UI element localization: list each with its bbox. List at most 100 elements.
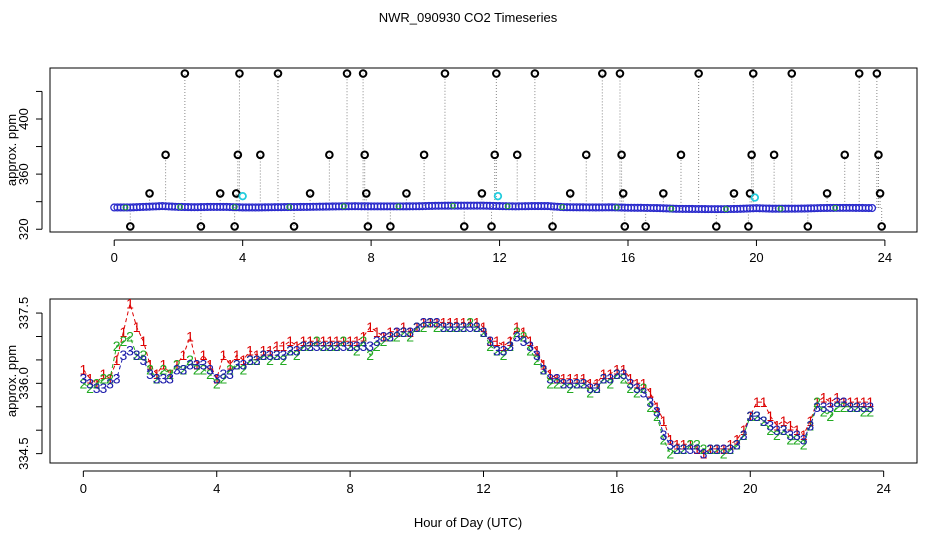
series-1-marker: 1: [346, 333, 354, 349]
series-3-marker: 3: [466, 319, 474, 335]
series-2-marker: 2: [366, 347, 374, 363]
spike-point: [342, 69, 352, 78]
series-1-marker: 1: [260, 343, 268, 359]
series-1-marker: 1: [440, 314, 448, 330]
series-3-marker: 3: [853, 399, 861, 415]
series-2-marker: 2: [199, 361, 207, 377]
series-3-marker: 3: [686, 441, 694, 457]
series-1-marker: 1: [186, 328, 194, 344]
series-2-marker: 2: [159, 361, 167, 377]
series-3-marker: 3: [713, 441, 721, 457]
series-2-marker: 2: [393, 328, 401, 344]
series-2-marker: 2: [106, 371, 114, 387]
series-1-marker: 1: [773, 418, 781, 434]
spike-point: [161, 150, 170, 160]
spike-point: [620, 222, 630, 231]
series-2-marker: 2: [526, 343, 534, 359]
series-3-marker: 3: [726, 441, 734, 457]
series-2-marker: 2: [866, 403, 874, 419]
series-3-marker: 3: [193, 357, 201, 373]
series-3-marker: 3: [486, 333, 494, 349]
x-tick-label: 24: [876, 481, 890, 496]
series-3-marker: 3: [553, 371, 561, 387]
series-3-marker: 3: [146, 366, 154, 382]
spike-point: [233, 150, 243, 160]
series-2-marker: 2: [79, 375, 87, 391]
series-3-marker: 3: [246, 352, 254, 368]
series-3-marker: 3: [693, 441, 701, 457]
x-tick-label: 12: [476, 481, 490, 496]
series-3-marker: 3: [159, 371, 167, 387]
series-1-marker: 1: [280, 338, 288, 354]
y-tick-label: 360: [16, 163, 31, 185]
series-1-marker: 1: [226, 357, 234, 373]
spike-point: [615, 69, 625, 78]
spike-point: [875, 189, 885, 198]
series-3-marker: 3: [320, 338, 328, 354]
series-3-marker: 3: [540, 361, 548, 377]
plot-frame: [49, 67, 918, 233]
series-1-marker: 1: [600, 366, 608, 382]
series-1-marker: 1: [560, 371, 568, 387]
series-3-marker: 3: [266, 347, 274, 363]
series-2-marker: 2: [626, 380, 634, 396]
series-1-marker: 1: [786, 418, 794, 434]
series-3-marker: 3: [433, 314, 441, 330]
series-1-marker: 1: [580, 371, 588, 387]
series-1-marker: 1: [653, 399, 661, 415]
series-1-marker: 1: [99, 366, 107, 382]
series-1-marker: 1: [113, 352, 121, 368]
series-1-marker: 1: [246, 343, 254, 359]
series-3-marker: 3: [293, 343, 301, 359]
spike-point: [235, 69, 244, 78]
series-3-marker: 3: [766, 418, 774, 434]
series-3-marker: 3: [420, 314, 428, 330]
series-1-marker: 1: [853, 394, 861, 410]
series-2-marker: 2: [193, 361, 201, 377]
series-3-marker: 3: [86, 375, 94, 391]
series-2-marker: 2: [446, 319, 454, 335]
series-1-marker: 1: [806, 413, 814, 429]
series-2-marker: 2: [840, 399, 848, 415]
series-3-marker: 3: [179, 361, 187, 377]
baseline-point-alt: [613, 204, 620, 211]
series-1-marker: 1: [453, 314, 461, 330]
series-3-marker: 3: [346, 338, 354, 354]
series-2-marker: 2: [640, 380, 648, 396]
series-3-marker: 3: [213, 371, 221, 387]
series-2-marker: 2: [860, 403, 868, 419]
series-1-marker: 1: [193, 357, 201, 373]
series-2-marker: 2: [826, 408, 834, 424]
spike-point: [402, 189, 411, 198]
series-3-marker: 3: [119, 347, 127, 363]
series-3-marker: 3: [313, 338, 321, 354]
series-3-marker: 3: [640, 385, 648, 401]
x-tick-label: 4: [213, 481, 220, 496]
series-1-marker: 1: [173, 357, 181, 373]
spike-point: [490, 150, 500, 160]
x-tick-label: 16: [621, 250, 635, 265]
series-3-marker: 3: [153, 371, 161, 387]
x-tick-label: 12: [492, 250, 506, 265]
series-3-marker: 3: [173, 361, 181, 377]
series-1-marker: 1: [119, 324, 127, 340]
spike-point: [492, 69, 501, 78]
series-1-marker: 1: [606, 366, 614, 382]
series-1-marker: 1: [126, 296, 134, 312]
series-1-marker: 1: [313, 333, 321, 349]
series-1-marker: 1: [139, 333, 147, 349]
series-2-marker: 2: [593, 380, 601, 396]
series-1-marker: 1: [86, 371, 94, 387]
series-3-marker: 3: [660, 427, 668, 443]
series-3-marker: 3: [413, 319, 421, 335]
series-3-marker: 3: [760, 413, 768, 429]
series-3-marker: 3: [360, 338, 368, 354]
series-3-marker: 3: [753, 408, 761, 424]
spike-point: [565, 189, 575, 198]
series-2-marker: 2: [206, 366, 214, 382]
series-2-marker: 2: [793, 432, 801, 448]
series-3-marker: 3: [866, 399, 874, 415]
series-2-marker: 2: [680, 441, 688, 457]
series-2-marker: 2: [166, 366, 174, 382]
series-3-marker: 3: [786, 427, 794, 443]
